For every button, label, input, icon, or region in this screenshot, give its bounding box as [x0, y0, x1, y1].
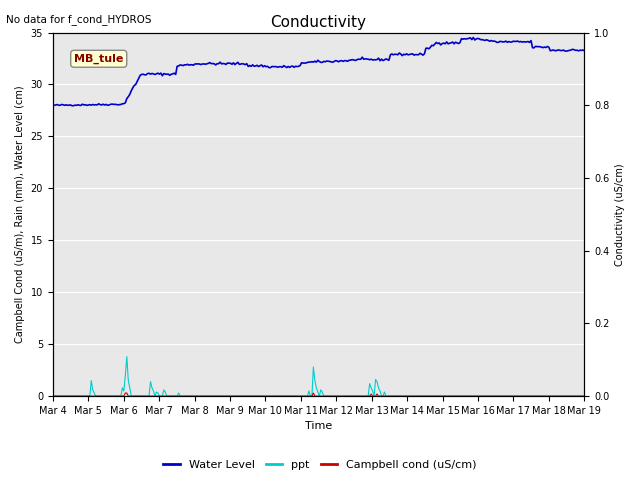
Water Level [283, 65, 291, 71]
ppt [236, 393, 243, 399]
Text: No data for f_cond_HYDROS: No data for f_cond_HYDROS [6, 14, 152, 25]
Water Level [116, 102, 124, 108]
Water Level [554, 47, 561, 53]
Water Level [236, 61, 243, 67]
Y-axis label: Conductivity (uS/cm): Conductivity (uS/cm) [615, 163, 625, 265]
ppt [283, 393, 291, 399]
Water Level [68, 103, 76, 108]
Water Level [470, 35, 477, 40]
ppt [114, 393, 122, 399]
ppt [49, 393, 56, 399]
Title: Conductivity: Conductivity [271, 15, 367, 30]
X-axis label: Time: Time [305, 421, 332, 432]
Campbell cond (uS/cm) [552, 393, 560, 399]
Campbell cond (uS/cm) [49, 393, 56, 399]
Line: ppt: ppt [52, 357, 584, 396]
ppt [227, 393, 234, 399]
Campbell cond (uS/cm) [580, 393, 588, 399]
ppt [209, 393, 216, 399]
Line: Campbell cond (uS/cm): Campbell cond (uS/cm) [52, 393, 584, 396]
Campbell cond (uS/cm) [122, 390, 129, 396]
Text: MB_tule: MB_tule [74, 54, 124, 64]
Water Level [209, 60, 216, 66]
Water Level [580, 48, 588, 54]
Water Level [49, 102, 56, 108]
ppt [123, 354, 131, 360]
Campbell cond (uS/cm) [209, 393, 216, 399]
Campbell cond (uS/cm) [236, 393, 243, 399]
Campbell cond (uS/cm) [283, 393, 291, 399]
Line: Water Level: Water Level [52, 37, 584, 106]
Water Level [227, 60, 234, 66]
ppt [552, 393, 560, 399]
ppt [580, 393, 588, 399]
Campbell cond (uS/cm) [114, 393, 122, 399]
Legend: Water Level, ppt, Campbell cond (uS/cm): Water Level, ppt, Campbell cond (uS/cm) [159, 456, 481, 474]
Campbell cond (uS/cm) [227, 393, 234, 399]
Y-axis label: Campbell Cond (uS/m), Rain (mm), Water Level (cm): Campbell Cond (uS/m), Rain (mm), Water L… [15, 85, 25, 343]
